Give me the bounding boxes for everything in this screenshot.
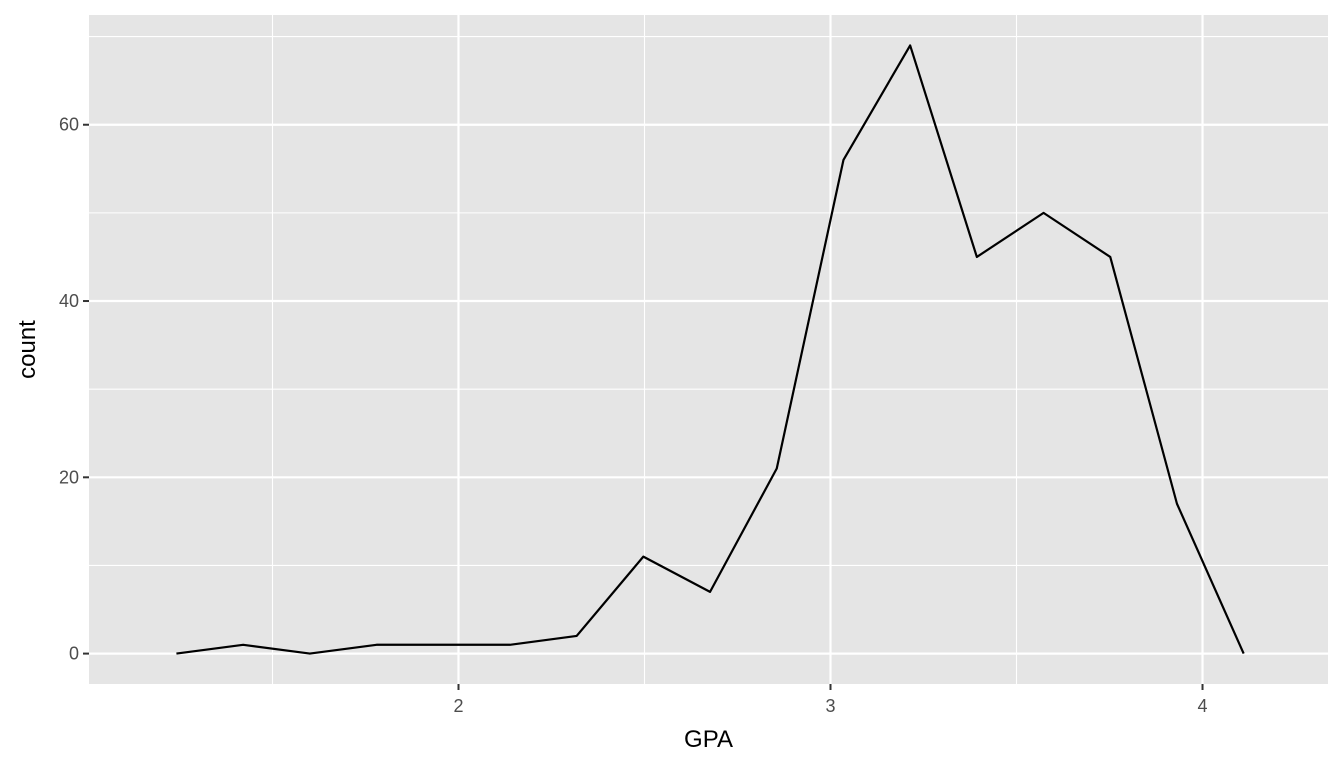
x-tick-label: 2 bbox=[453, 696, 463, 716]
y-axis: 0 20 40 60 bbox=[59, 115, 89, 664]
x-tick-label: 3 bbox=[825, 696, 835, 716]
y-tick-label: 60 bbox=[59, 115, 79, 135]
plot-panel bbox=[89, 15, 1328, 684]
y-tick-label: 20 bbox=[59, 467, 79, 487]
x-axis: 2 3 4 bbox=[453, 684, 1207, 716]
x-tick-label: 4 bbox=[1198, 696, 1208, 716]
x-axis-title: GPA bbox=[684, 726, 733, 753]
y-tick-label: 0 bbox=[69, 644, 79, 664]
y-axis-title: count bbox=[14, 320, 41, 379]
y-tick-label: 40 bbox=[59, 291, 79, 311]
